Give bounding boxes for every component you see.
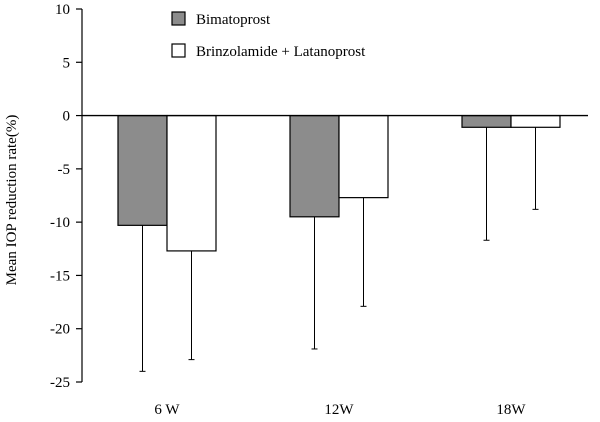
legend-swatch [171, 43, 186, 58]
legend-label: Brinzolamide + Latanoprost [196, 44, 366, 60]
y-tick-label: -15 [50, 268, 70, 284]
y-axis-title: Mean IOP reduction rate(%) [4, 115, 20, 286]
x-category-label: 12W [324, 402, 354, 418]
y-tick-label: -25 [50, 375, 70, 391]
legend-swatch [171, 11, 186, 26]
legend: Bimatoprost Brinzolamide + Latanoprost [171, 11, 366, 60]
y-tick-label: 10 [55, 2, 70, 18]
y-axis: 10 5 0 -5 -10 -15 -20 -25 [50, 2, 83, 391]
bar-series-group [117, 114, 561, 252]
error-bar-group [139, 127, 539, 372]
bar-bimatoprost-1 [289, 114, 340, 218]
bar-brinzolamide-latanoprost-1 [338, 114, 389, 199]
x-category-label: 6 W [154, 402, 180, 418]
bar-brinzolamide-latanoprost-0 [166, 114, 217, 252]
y-tick-label: -20 [50, 322, 70, 338]
y-tick-label: -10 [50, 215, 70, 231]
x-category-label: 18W [496, 402, 526, 418]
category-labels: 6 W 12W 18W [154, 402, 526, 418]
legend-label: Bimatoprost [196, 12, 271, 28]
bar-bimatoprost-2 [461, 114, 512, 128]
bar-brinzolamide-latanoprost-2 [510, 114, 561, 128]
y-tick-label: 5 [63, 55, 71, 71]
y-tick-label: -5 [58, 162, 71, 178]
y-tick-label: 0 [63, 109, 71, 125]
bar-bimatoprost-0 [117, 114, 168, 226]
